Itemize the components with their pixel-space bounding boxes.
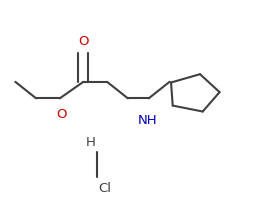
Text: Cl: Cl	[99, 181, 112, 194]
Text: H: H	[86, 135, 96, 148]
Text: O: O	[78, 34, 89, 47]
Text: NH: NH	[138, 113, 157, 126]
Text: O: O	[56, 107, 66, 120]
